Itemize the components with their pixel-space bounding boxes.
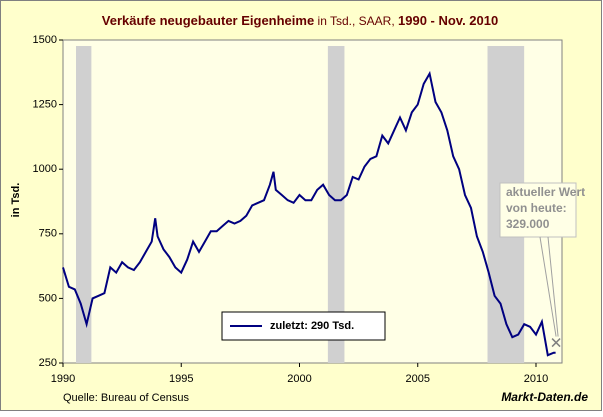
title-part: Verkäufe neugebauter Eigenheime [102, 13, 314, 28]
y-tick-label: 1500 [33, 34, 57, 46]
annotation-arrow [539, 236, 557, 337]
y-tick-label: 500 [39, 292, 57, 304]
shaded-range [76, 46, 92, 363]
legend-label: zuletzt: 290 Tsd. [270, 320, 354, 332]
plot-area [62, 39, 563, 364]
shaded-range [327, 46, 345, 363]
title-part: 1990 - Nov. 2010 [398, 13, 498, 28]
x-tick-label: 2000 [287, 373, 311, 385]
title-part: in Tsd., SAAR, [314, 14, 398, 28]
annotation-text: 329.000 [506, 217, 550, 231]
x-tick-label: 2010 [524, 373, 548, 385]
chart-title: Verkäufe neugebauter Eigenheime in Tsd.,… [102, 13, 498, 28]
y-tick-label: 750 [39, 228, 57, 240]
x-tick-label: 1995 [169, 373, 193, 385]
y-axis-label: in Tsd. [10, 183, 22, 218]
series-line [62, 70, 556, 357]
brand: Markt-Daten.de [501, 390, 588, 404]
y-tick-label: 1250 [33, 99, 57, 111]
annotation-arrow [547, 236, 559, 337]
annotation-text: aktueller Wert [506, 185, 585, 199]
x-tick-label: 2005 [405, 373, 429, 385]
annotation-marker [551, 338, 561, 348]
y-tick-label: 250 [39, 357, 57, 369]
annotation-box [499, 182, 577, 238]
annotation-text: von heute: [506, 201, 567, 215]
y-tick-label: 1000 [33, 163, 57, 175]
source: Quelle: Bureau of Census [63, 392, 189, 404]
x-tick-label: 1990 [51, 373, 75, 385]
